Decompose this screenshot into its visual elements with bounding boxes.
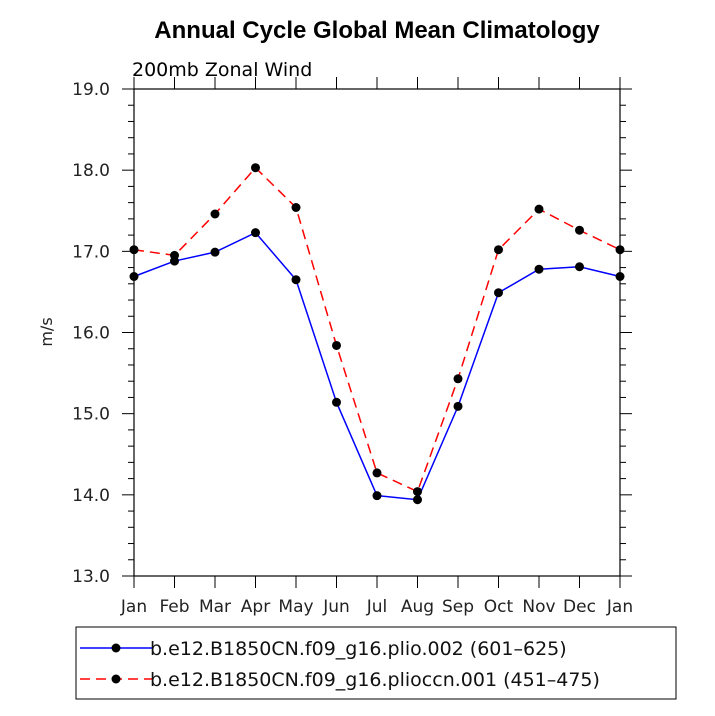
data-point-s1-2 <box>210 247 220 257</box>
series-line-2 <box>133 166 621 493</box>
plot-frame <box>133 88 621 577</box>
x-tick-label-feb: Feb <box>159 597 189 617</box>
data-point-s1-11 <box>575 262 584 272</box>
data-point-s2-3 <box>251 163 260 173</box>
legend-label-1: b.e12.B1850CN.f09_g16.plio.002 (601–625) <box>150 638 567 660</box>
data-point-s1-7 <box>413 495 422 505</box>
y-tick-label: 15.0 <box>72 405 110 425</box>
data-point-s1-5 <box>332 397 341 407</box>
y-tick-label: 17.0 <box>72 242 110 262</box>
series-line-1 <box>133 231 621 501</box>
x-tick-label-mar: Mar <box>199 597 231 617</box>
y-axis-label: m/s <box>37 317 56 346</box>
legend-box <box>75 626 677 700</box>
x-tick-label-oct: Oct <box>484 597 514 617</box>
x-tick-label-may: May <box>278 597 313 617</box>
y-tick-label: 19.0 <box>72 80 110 100</box>
data-point-s2-7 <box>413 487 422 497</box>
data-point-s1-10 <box>534 264 544 274</box>
data-point-s2-2 <box>210 209 220 219</box>
legend: b.e12.B1850CN.f09_g16.plio.002 (601–625)… <box>75 626 677 700</box>
y-tick-label: 16.0 <box>72 324 110 344</box>
data-point-s1-4 <box>291 275 301 285</box>
chart-title: Annual Cycle Global Mean Climatology <box>154 17 600 44</box>
data-point-s1-9 <box>494 288 503 298</box>
data-point-s1-3 <box>251 228 260 238</box>
data-point-s2-10 <box>534 204 544 214</box>
x-tick-label-dec: Dec <box>563 597 596 617</box>
y-tick-label: 13.0 <box>72 567 110 587</box>
legend-marker-1 <box>111 643 121 653</box>
x-tick-label-aug: Aug <box>401 597 434 617</box>
data-point-s2-8 <box>453 374 463 384</box>
x-tick-label-sep: Sep <box>442 597 474 617</box>
chart-subtitle: 200mb Zonal Wind <box>132 59 312 81</box>
x-tick-label-jan: Jan <box>606 597 633 617</box>
data-point-s2-6 <box>372 468 382 478</box>
data-point-s2-5 <box>332 340 341 350</box>
series-layer <box>129 163 625 505</box>
x-tick-label-nov: Nov <box>522 597 555 617</box>
data-point-s2-11 <box>575 225 584 235</box>
data-point-s1-6 <box>372 491 382 501</box>
y-tick-label: 14.0 <box>72 486 110 506</box>
data-point-s2-1 <box>170 250 179 260</box>
x-tick-label-apr: Apr <box>241 597 270 617</box>
data-point-s2-4 <box>291 203 301 213</box>
legend-marker-2 <box>111 674 121 684</box>
x-tick-label-jun: Jun <box>322 597 350 617</box>
x-tick-label-jan: Jan <box>120 597 147 617</box>
data-point-s1-8 <box>453 401 463 411</box>
y-tick-label: 18.0 <box>72 161 110 181</box>
legend-label-2: b.e12.B1850CN.f09_g16.plioccn.001 (451–4… <box>150 669 600 691</box>
x-tick-label-jul: Jul <box>366 597 388 617</box>
axis-ticks: 13.0 14.0 15.0 16.0 17.0 18.0 19.0 Jan Feb Mar Apr… <box>72 77 633 617</box>
data-point-s2-9 <box>494 245 503 255</box>
